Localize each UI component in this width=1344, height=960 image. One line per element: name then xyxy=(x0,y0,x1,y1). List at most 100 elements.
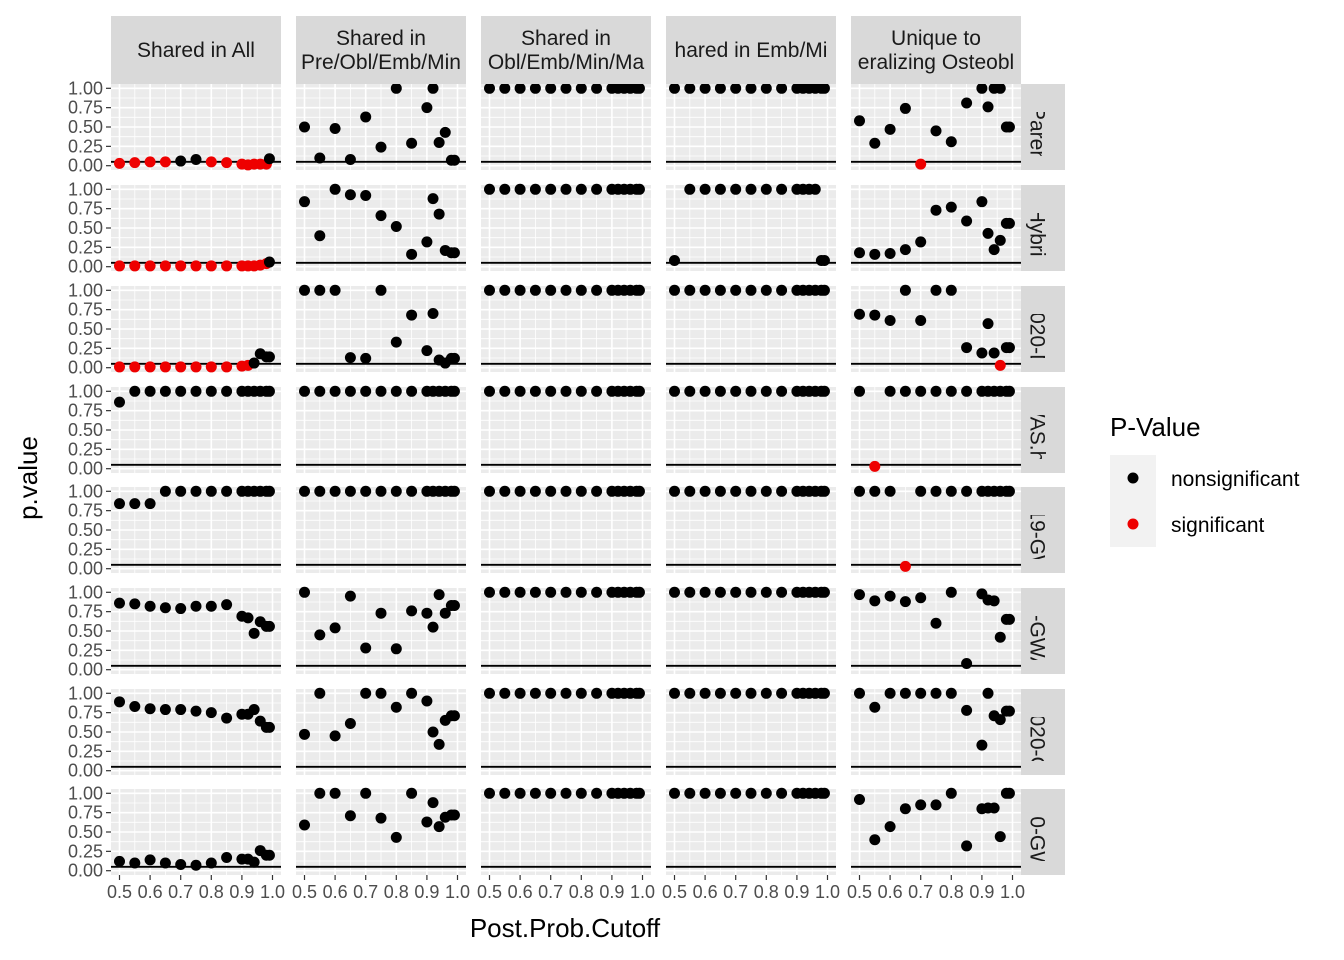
data-point xyxy=(529,284,541,296)
data-point xyxy=(730,787,742,799)
facet-panel xyxy=(666,183,836,271)
data-point xyxy=(514,284,526,296)
data-point xyxy=(699,787,711,799)
data-point xyxy=(314,152,326,164)
row-strip-label: E.Hybrid xyxy=(1025,188,1048,269)
x-tick-label: 0.7 xyxy=(908,882,933,902)
data-point xyxy=(982,687,994,699)
y-axis-title: p.value xyxy=(13,436,43,520)
data-point xyxy=(961,840,973,852)
row-strip xyxy=(1021,588,1065,674)
column-strip-label: Pre/Obl/Emb/Min xyxy=(301,51,461,74)
data-point xyxy=(448,154,460,166)
data-point xyxy=(976,347,988,359)
data-point xyxy=(406,787,418,799)
data-point xyxy=(129,498,141,510)
data-point xyxy=(484,586,495,598)
data-point xyxy=(205,857,217,869)
data-point xyxy=(129,157,141,169)
y-tick-label: 1.00 xyxy=(68,179,103,199)
data-point xyxy=(714,485,726,497)
y-tick-label: 0.50 xyxy=(68,520,103,540)
data-point xyxy=(390,385,402,397)
data-point xyxy=(499,485,511,497)
data-point xyxy=(360,687,372,699)
facet-panel xyxy=(296,82,466,170)
data-point xyxy=(745,687,757,699)
data-point xyxy=(205,707,217,719)
x-tick-label: 0.7 xyxy=(723,882,748,902)
data-point xyxy=(854,589,865,601)
data-point xyxy=(869,460,881,472)
facet-panel xyxy=(111,485,281,573)
y-tick-label: 0.50 xyxy=(68,117,103,137)
data-point xyxy=(484,183,495,195)
data-point xyxy=(714,687,726,699)
data-point xyxy=(988,802,1000,814)
data-point xyxy=(915,385,927,397)
facet-panel xyxy=(296,284,466,372)
data-point xyxy=(730,284,742,296)
data-point xyxy=(529,183,541,195)
data-point xyxy=(884,123,896,135)
data-point xyxy=(961,704,973,716)
data-point xyxy=(360,189,372,201)
data-point xyxy=(484,385,495,397)
data-point xyxy=(994,831,1006,843)
row-strip-label: GWAS.hip xyxy=(1025,381,1048,478)
data-point xyxy=(575,284,587,296)
data-point xyxy=(854,385,865,397)
facet-panel xyxy=(666,385,836,473)
data-point xyxy=(760,183,772,195)
facet-panel xyxy=(111,588,281,674)
data-point xyxy=(221,361,233,373)
facet-panel xyxy=(111,689,281,775)
y-tick-label: 0.00 xyxy=(68,559,103,579)
data-point xyxy=(314,687,326,699)
data-point xyxy=(439,607,451,619)
data-point xyxy=(818,485,830,497)
data-point xyxy=(575,485,587,497)
x-tick-label: 0.5 xyxy=(107,882,132,902)
y-tick-label: 1.00 xyxy=(68,683,103,703)
data-point xyxy=(329,183,341,195)
data-point xyxy=(499,787,511,799)
data-point xyxy=(427,797,439,809)
data-point xyxy=(114,157,125,169)
facet-panel xyxy=(296,586,466,674)
data-point xyxy=(776,586,788,598)
data-point xyxy=(745,485,757,497)
data-point xyxy=(205,156,217,168)
data-point xyxy=(144,854,156,866)
data-point xyxy=(854,793,865,805)
data-point xyxy=(776,787,788,799)
data-point xyxy=(205,260,217,272)
data-point xyxy=(114,396,125,408)
data-point xyxy=(884,485,896,497)
y-tick-label: 0.25 xyxy=(68,136,103,156)
data-point xyxy=(484,787,495,799)
data-point xyxy=(988,244,1000,256)
data-point xyxy=(514,183,526,195)
data-point xyxy=(129,857,141,869)
data-point xyxy=(854,115,865,127)
row-strip xyxy=(1021,286,1065,372)
data-point xyxy=(730,183,742,195)
data-point xyxy=(884,821,896,833)
x-tick-label: 0.6 xyxy=(693,882,718,902)
y-tick-label: 0.25 xyxy=(68,539,103,559)
row-strip-label: 2019-GW xyxy=(1025,485,1048,575)
data-point xyxy=(899,284,911,296)
facet-panel xyxy=(851,385,1021,473)
data-point xyxy=(390,485,402,497)
y-tick-label: 0.50 xyxy=(68,420,103,440)
data-point xyxy=(945,787,957,799)
data-point xyxy=(144,498,156,510)
data-point xyxy=(545,787,557,799)
data-point xyxy=(818,385,830,397)
column-strip-label: Obl/Emb/Min/Ma xyxy=(488,51,645,74)
data-point xyxy=(175,859,187,871)
facet-panel xyxy=(481,485,651,573)
data-point xyxy=(421,607,433,619)
